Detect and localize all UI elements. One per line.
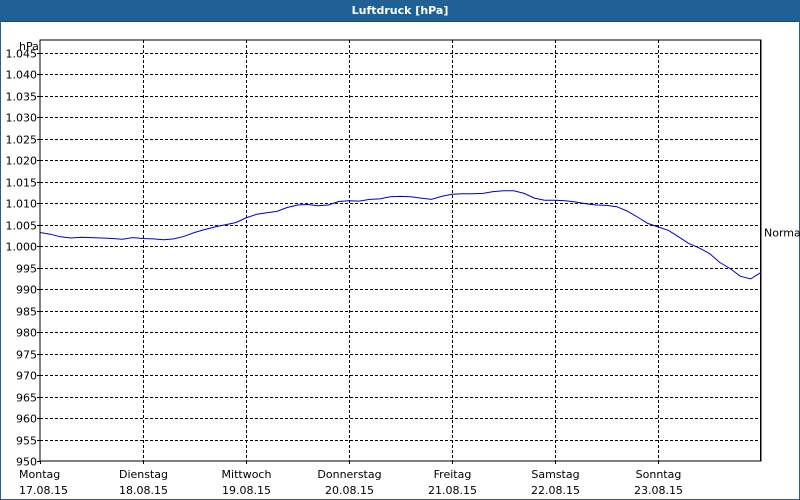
- plot-area: [39, 39, 762, 462]
- y-tick-label: 960: [16, 413, 37, 426]
- axes: 1.045 1.040 1.035 1.030 1.025 1.020 1.015 1.010…: [6, 48, 683, 498]
- x-tick-day-label: Montag: [19, 468, 60, 481]
- y-tick-label: 1.010: [6, 198, 38, 211]
- y-tick-label: 1.005: [6, 220, 38, 233]
- x-tick-day-label: Samstag: [531, 468, 579, 481]
- x-tick-date-label: 21.08.15: [428, 484, 477, 497]
- x-tick-date-label: 23.08.15: [634, 484, 683, 497]
- x-tick-date-label: 22.08.15: [531, 484, 580, 497]
- y-tick-label: 1.045: [6, 48, 38, 61]
- y-tick-label: 1.040: [6, 69, 38, 82]
- y-tick-label: 1.015: [6, 177, 38, 190]
- series: [39, 190, 762, 280]
- y-tick-label: 955: [16, 435, 37, 448]
- y-tick-label: 950: [16, 456, 37, 469]
- x-tick-day-label: Mittwoch: [222, 468, 272, 481]
- y-tick-label: 995: [16, 263, 37, 276]
- y-tick-label: 980: [16, 327, 37, 340]
- x-tick-day-label: Dienstag: [119, 468, 168, 481]
- y-tick-label: 975: [16, 349, 37, 362]
- x-tick-day-label: Donnerstag: [317, 468, 381, 481]
- x-tick-date-label: 19.08.15: [222, 484, 271, 497]
- y-tick-label: 1.025: [6, 134, 38, 147]
- x-tick-day-label: Sonntag: [636, 468, 682, 481]
- y-tick-label: 985: [16, 306, 37, 319]
- x-tick-date-label: 17.08.15: [19, 484, 68, 497]
- y-tick-label: 970: [16, 370, 37, 383]
- pressure-line: [39, 190, 762, 280]
- y-tick-label: 1.000: [6, 241, 38, 254]
- grid: [40, 40, 761, 461]
- y-tick-label: 990: [16, 284, 37, 297]
- x-tick-day-label: Freitag: [434, 468, 472, 481]
- y-tick-label: 965: [16, 392, 37, 405]
- normal-reference-label: Normal: [764, 226, 800, 239]
- y-tick-label: 1.020: [6, 155, 38, 168]
- x-tick-date-label: 18.08.15: [119, 484, 168, 497]
- y-axis-label: hPa: [19, 40, 39, 53]
- chart-title: Luftdruck [hPa]: [1, 1, 799, 22]
- y-tick-label: 1.035: [6, 91, 38, 104]
- x-tick-date-label: 20.08.15: [325, 484, 374, 497]
- y-tick-label: 1.030: [6, 112, 38, 125]
